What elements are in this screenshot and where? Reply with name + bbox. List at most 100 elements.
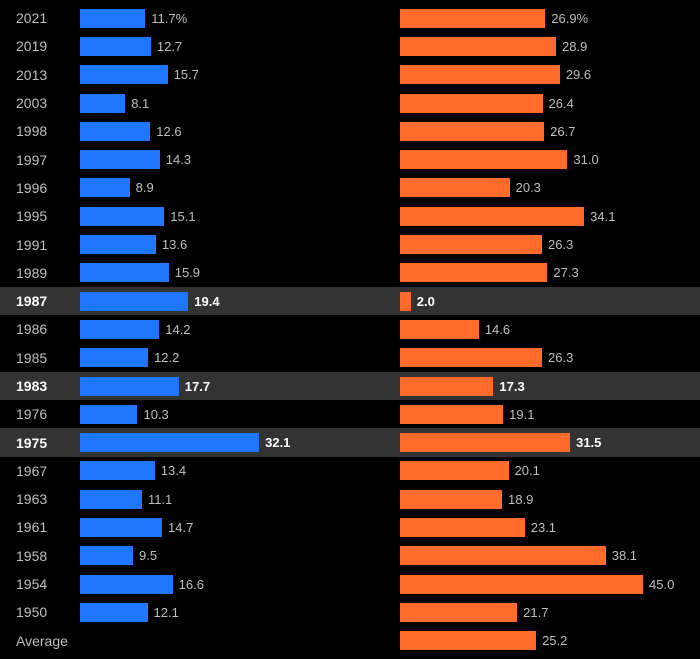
left-panel: 9.5: [80, 542, 390, 570]
right-panel: 2.0: [400, 287, 700, 315]
left-bar: [80, 235, 156, 254]
right-value: 20.1: [509, 463, 540, 478]
left-value: 12.7: [151, 39, 182, 54]
right-value: 34.1: [584, 209, 615, 224]
left-bar: [80, 575, 173, 594]
right-bar: [400, 94, 543, 113]
year-label: 1961: [0, 519, 80, 535]
year-label: 1997: [0, 152, 80, 168]
chart-row: 197532.131.5: [0, 428, 700, 456]
left-panel: 15.9: [80, 259, 390, 287]
right-value: 2.0: [411, 294, 435, 309]
year-label: 1967: [0, 463, 80, 479]
chart-row: 199515.134.1: [0, 202, 700, 230]
left-bar: [80, 122, 150, 141]
left-value: 15.7: [168, 67, 199, 82]
right-value: 28.9: [556, 39, 587, 54]
left-bar: [80, 433, 259, 452]
right-value: 31.0: [567, 152, 598, 167]
right-value: 26.7: [544, 124, 575, 139]
right-bar: [400, 433, 570, 452]
right-panel: 25.2: [400, 627, 700, 655]
year-label: 1986: [0, 321, 80, 337]
right-bar: [400, 518, 525, 537]
chart-row: 1976 10.3 19.1: [0, 400, 700, 428]
right-panel: 45.0: [400, 570, 700, 598]
left-bar: [80, 348, 148, 367]
right-panel: 34.1: [400, 202, 700, 230]
right-value: 18.9: [502, 492, 533, 507]
right-bar: [400, 9, 545, 28]
right-panel: 23.1: [400, 513, 700, 541]
right-value: 20.3: [510, 180, 541, 195]
left-bar: [80, 178, 130, 197]
right-bar: [400, 37, 556, 56]
right-bar: [400, 320, 479, 339]
left-bar: [80, 37, 151, 56]
right-value: 26.9%: [545, 11, 588, 26]
year-label: 1976: [0, 406, 80, 422]
chart-row: 199812.626.7: [0, 117, 700, 145]
left-panel: 19.4: [80, 287, 390, 315]
right-panel: 18.9: [400, 485, 700, 513]
year-label: 2003: [0, 95, 80, 111]
left-value: 19.4: [188, 294, 219, 309]
year-label: 1991: [0, 237, 80, 253]
left-value: 17.7: [179, 379, 210, 394]
left-value: 11.1: [142, 492, 172, 507]
left-panel: 14.3: [80, 145, 390, 173]
right-value: 17.3: [493, 379, 524, 394]
left-value: 8.9: [130, 180, 154, 195]
left-panel: 16.6: [80, 570, 390, 598]
right-bar: [400, 377, 493, 396]
average-label: Average: [0, 633, 80, 649]
right-bar: [400, 575, 643, 594]
year-label: 2013: [0, 67, 80, 83]
year-label: 2021: [0, 10, 80, 26]
left-value: 14.2: [159, 322, 190, 337]
right-panel: 26.4: [400, 89, 700, 117]
left-value: 16.6: [173, 577, 204, 592]
right-panel: 19.1: [400, 400, 700, 428]
left-panel: 12.6: [80, 117, 390, 145]
right-panel: 29.6: [400, 61, 700, 89]
left-panel: 12.7: [80, 32, 390, 60]
right-bar: [400, 263, 547, 282]
left-panel: 8.9: [80, 174, 390, 202]
right-bar: [400, 631, 536, 650]
chart-row: 19589.538.1: [0, 542, 700, 570]
right-panel: 20.3: [400, 174, 700, 202]
left-bar: [80, 603, 148, 622]
right-panel: 27.3: [400, 259, 700, 287]
left-value: 10.3: [137, 407, 168, 422]
right-panel: 26.7: [400, 117, 700, 145]
left-value: 11.7%: [145, 11, 187, 26]
right-value: 25.2: [536, 633, 567, 648]
year-label: 1987: [0, 293, 80, 309]
right-bar: [400, 405, 503, 424]
left-panel: 12.1: [80, 598, 390, 626]
left-value: 12.6: [150, 124, 181, 139]
right-value: 21.7: [517, 605, 548, 620]
right-value: 29.6: [560, 67, 591, 82]
year-label: 1954: [0, 576, 80, 592]
dual-bar-chart: 2021 11.7% 26.9% 2019 12.7 28.9 2013 15.7 29.6 20…: [0, 0, 700, 659]
right-bar: [400, 150, 567, 169]
year-label: 1950: [0, 604, 80, 620]
right-bar: [400, 490, 502, 509]
year-label: 2019: [0, 38, 80, 54]
year-label: 1995: [0, 208, 80, 224]
chart-row: 198512.226.3: [0, 344, 700, 372]
left-panel: 17.7: [80, 372, 390, 400]
right-value: 27.3: [547, 265, 578, 280]
left-panel: 11.7%: [80, 4, 390, 32]
chart-row: 198915.927.3: [0, 259, 700, 287]
left-bar: [80, 490, 142, 509]
chart-row: 20038.126.4: [0, 89, 700, 117]
right-value: 31.5: [570, 435, 601, 450]
right-panel: 28.9: [400, 32, 700, 60]
chart-row: 1987 19.4 2.0: [0, 287, 700, 315]
right-value: 38.1: [606, 548, 637, 563]
chart-row: 195012.1 21.7: [0, 598, 700, 626]
left-value: 9.5: [133, 548, 157, 563]
